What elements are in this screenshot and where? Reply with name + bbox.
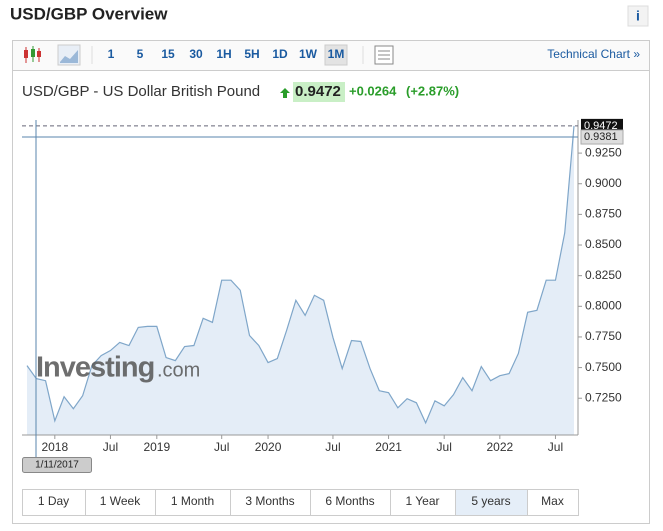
interval-button[interactable]: 5H: [244, 47, 259, 61]
interval-selected[interactable]: [324, 44, 348, 66]
x-tick-label: 2021: [375, 440, 402, 454]
y-tick-label: 0.9000: [585, 176, 622, 190]
range-label[interactable]: 1 Week: [100, 494, 141, 508]
range-label[interactable]: 1 Year: [405, 494, 439, 508]
price: 0.9472: [295, 83, 341, 100]
range-button[interactable]: [390, 489, 456, 516]
range-button[interactable]: [455, 489, 528, 516]
x-tick-label: 2019: [143, 440, 170, 454]
y-tick-label: 0.8750: [585, 207, 622, 221]
price-highlight: [293, 82, 345, 102]
range-button[interactable]: [155, 489, 231, 516]
y-tick-label: 0.9250: [585, 145, 622, 159]
x-tick-label: 2018: [41, 440, 68, 454]
candle-icon[interactable]: [24, 46, 41, 63]
x-tick-label: Jul: [548, 440, 563, 454]
range-label[interactable]: 5 years: [471, 494, 510, 508]
range-button[interactable]: [85, 489, 156, 516]
y-tick-label: 0.7750: [585, 329, 622, 343]
y-tick-label: 0.7250: [585, 390, 622, 404]
x-tick-label: Jul: [325, 440, 340, 454]
crosshair-date-label: 1/11/2017: [35, 460, 79, 471]
interval-button[interactable]: 1M: [328, 47, 345, 61]
range-label[interactable]: 6 Months: [325, 494, 374, 508]
x-tick-label: Jul: [437, 440, 452, 454]
instrument-name: USD/GBP - US Dollar British Pound: [22, 83, 260, 100]
interval-button[interactable]: 15: [161, 47, 175, 61]
x-tick-label: 2022: [486, 440, 513, 454]
range-button[interactable]: [22, 489, 86, 516]
watermark-suffix: .com: [157, 359, 200, 381]
y-tick-label: 0.8000: [585, 298, 622, 312]
interval-button[interactable]: 30: [189, 47, 203, 61]
range-label[interactable]: Max: [541, 494, 564, 508]
crosshair-value-label: 0.9381: [584, 131, 618, 143]
last-price-box: [581, 118, 623, 132]
technical-chart-link[interactable]: Technical Chart »: [547, 47, 640, 61]
watermark-brand: Investing: [36, 352, 154, 384]
range-button[interactable]: [230, 489, 311, 516]
area-icon-shape: [60, 50, 78, 63]
y-tick-label: 0.8250: [585, 268, 622, 282]
info-icon[interactable]: i: [636, 8, 640, 24]
x-tick-label: 2020: [255, 440, 282, 454]
info-button[interactable]: [627, 5, 649, 27]
interval-button[interactable]: 1: [108, 47, 115, 61]
interval-button[interactable]: 1H: [216, 47, 231, 61]
interval-button[interactable]: 5: [137, 47, 144, 61]
range-button[interactable]: [310, 489, 391, 516]
y-tick-label: 0.7500: [585, 360, 622, 374]
x-tick-label: Jul: [214, 440, 229, 454]
range-label[interactable]: 1 Month: [171, 494, 214, 508]
range-label[interactable]: 3 Months: [245, 494, 294, 508]
x-tick-label: Jul: [103, 440, 118, 454]
area-fill: [27, 125, 574, 435]
change-percent: (+2.87%): [406, 83, 459, 98]
range-label[interactable]: 1 Day: [38, 494, 69, 508]
change: +0.0264: [349, 83, 397, 98]
title: USD/GBP Overview: [10, 4, 168, 23]
interval-button[interactable]: 1W: [299, 47, 318, 61]
crosshair-date-box: [22, 457, 92, 473]
crosshair-value-box: [580, 129, 624, 145]
last-price-label: 0.9472: [584, 120, 618, 132]
y-tick-label: 0.8500: [585, 237, 622, 251]
range-button[interactable]: [527, 489, 579, 516]
price-line: [26, 125, 575, 425]
up-arrow: [280, 88, 290, 98]
interval-button[interactable]: 1D: [272, 47, 288, 61]
